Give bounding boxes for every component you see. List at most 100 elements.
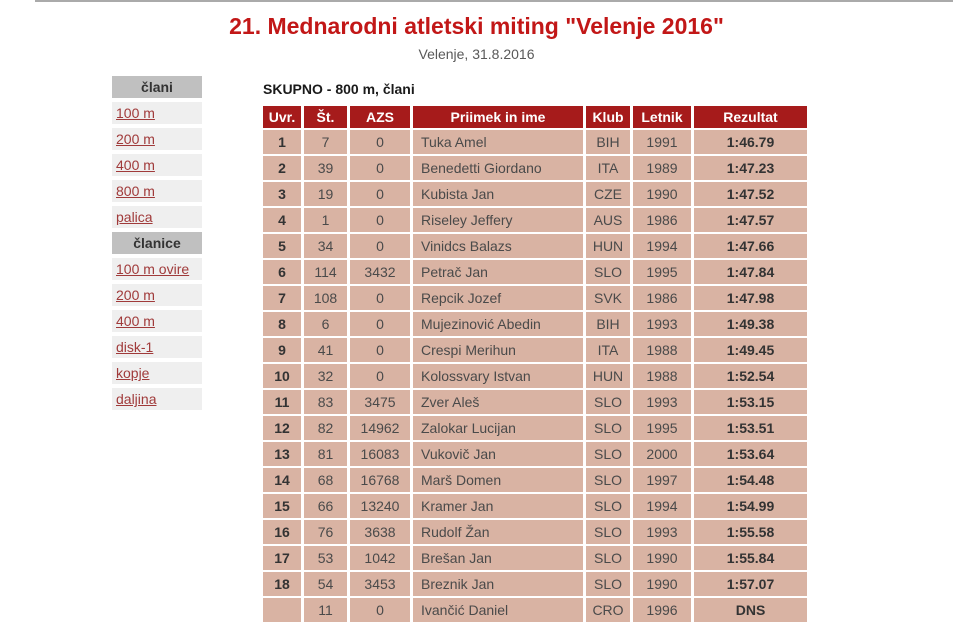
sidebar-link-lani-800-m[interactable]: 800 m (116, 183, 155, 199)
cell-name: Marš Domen (413, 468, 583, 492)
cell-azs: 14962 (350, 416, 410, 440)
sidebar-item-lani-palica[interactable]: palica (112, 206, 202, 228)
column-header-st: Št. (304, 106, 347, 128)
cell-klub: BIH (586, 130, 630, 154)
cell-klub: SLO (586, 416, 630, 440)
cell-name: Tuka Amel (413, 130, 583, 154)
cell-letnik: 1994 (633, 494, 691, 518)
cell-name: Zalokar Lucijan (413, 416, 583, 440)
column-header-uvr: Uvr. (263, 106, 301, 128)
cell-uvr: 17 (263, 546, 301, 570)
cell-name: Repcik Jozef (413, 286, 583, 310)
sidebar-item-lanice-100-m-ovire[interactable]: 100 m ovire (112, 258, 202, 280)
cell-st: 34 (304, 234, 347, 258)
table-row: 9 41 0 Crespi Merihun ITA 1988 1:49.45 (263, 338, 807, 362)
table-row: 8 6 0 Mujezinović Abedin BIH 1993 1:49.38 (263, 312, 807, 336)
cell-st: 7 (304, 130, 347, 154)
column-header-name: Priimek in ime (413, 106, 583, 128)
cell-uvr: 3 (263, 182, 301, 206)
cell-name: Kubista Jan (413, 182, 583, 206)
cell-klub: HUN (586, 234, 630, 258)
table-row: 7 108 0 Repcik Jozef SVK 1986 1:47.98 (263, 286, 807, 310)
cell-klub: SLO (586, 494, 630, 518)
table-row: 14 68 16768 Marš Domen SLO 1997 1:54.48 (263, 468, 807, 492)
sidebar-item-lanice-400-m[interactable]: 400 m (112, 310, 202, 332)
cell-letnik: 1996 (633, 598, 691, 622)
sidebar-item-lanice-200-m[interactable]: 200 m (112, 284, 202, 306)
results-main: SKUPNO - 800 m, člani Uvr. Št. AZS Priimek … (263, 80, 810, 624)
cell-letnik: 1993 (633, 520, 691, 544)
table-row: 3 19 0 Kubista Jan CZE 1990 1:47.52 (263, 182, 807, 206)
cell-klub: ITA (586, 338, 630, 362)
sidebar-link-lani-200-m[interactable]: 200 m (116, 131, 155, 147)
top-divider (35, 0, 953, 2)
cell-rezultat: 1:54.48 (694, 468, 807, 492)
table-row: 11 0 Ivančić Daniel CRO 1996 DNS (263, 598, 807, 622)
sidebar-item-lani-800-m[interactable]: 800 m (112, 180, 202, 202)
sidebar-item-lani-200-m[interactable]: 200 m (112, 128, 202, 150)
cell-uvr: 8 (263, 312, 301, 336)
sidebar-link-lani-400-m[interactable]: 400 m (116, 157, 155, 173)
cell-st: 32 (304, 364, 347, 388)
cell-klub: SVK (586, 286, 630, 310)
cell-azs: 3638 (350, 520, 410, 544)
sidebar-link-lanice-daljina[interactable]: daljina (116, 391, 157, 407)
cell-klub: SLO (586, 546, 630, 570)
sidebar-link-lanice-disk-1[interactable]: disk-1 (116, 339, 154, 355)
sidebar-item-lani-100-m[interactable]: 100 m (112, 102, 202, 124)
sidebar-link-lanice-kopje[interactable]: kopje (116, 365, 150, 381)
sidebar-link-lanice-400-m[interactable]: 400 m (116, 313, 155, 329)
cell-klub: HUN (586, 364, 630, 388)
cell-name: Petrač Jan (413, 260, 583, 284)
cell-st: 66 (304, 494, 347, 518)
cell-st: 41 (304, 338, 347, 362)
cell-azs: 0 (350, 286, 410, 310)
cell-rezultat: 1:47.98 (694, 286, 807, 310)
cell-rezultat: 1:57.07 (694, 572, 807, 596)
cell-letnik: 1991 (633, 130, 691, 154)
cell-klub: AUS (586, 208, 630, 232)
cell-name: Vinidcs Balazs (413, 234, 583, 258)
cell-rezultat: 1:47.52 (694, 182, 807, 206)
cell-name: Ivančić Daniel (413, 598, 583, 622)
sidebar-link-lani-100-m[interactable]: 100 m (116, 105, 155, 121)
sidebar-link-lanice-200-m[interactable]: 200 m (116, 287, 155, 303)
cell-azs: 3453 (350, 572, 410, 596)
column-header-klub: Klub (586, 106, 630, 128)
cell-st: 76 (304, 520, 347, 544)
cell-name: Breznik Jan (413, 572, 583, 596)
cell-klub: CZE (586, 182, 630, 206)
table-row: 5 34 0 Vinidcs Balazs HUN 1994 1:47.66 (263, 234, 807, 258)
cell-uvr (263, 598, 301, 622)
sidebar-item-lanice-kopje[interactable]: kopje (112, 362, 202, 384)
sidebar-section-header-lanice: članice (112, 232, 202, 254)
table-row: 1 7 0 Tuka Amel BIH 1991 1:46.79 (263, 130, 807, 154)
sidebar-link-lani-palica[interactable]: palica (116, 209, 153, 225)
cell-rezultat: 1:47.23 (694, 156, 807, 180)
sidebar-link-lanice-100-m-ovire[interactable]: 100 m ovire (116, 261, 190, 277)
cell-name: Crespi Merihun (413, 338, 583, 362)
cell-letnik: 1995 (633, 260, 691, 284)
cell-azs: 0 (350, 130, 410, 154)
cell-azs: 16768 (350, 468, 410, 492)
cell-uvr: 15 (263, 494, 301, 518)
sidebar-item-lani-400-m[interactable]: 400 m (112, 154, 202, 176)
cell-uvr: 16 (263, 520, 301, 544)
cell-st: 6 (304, 312, 347, 336)
cell-letnik: 1993 (633, 312, 691, 336)
cell-klub: SLO (586, 260, 630, 284)
cell-letnik: 1997 (633, 468, 691, 492)
sidebar-section-header-lani: člani (112, 76, 202, 98)
column-header-letnik: Letnik (633, 106, 691, 128)
table-row: 16 76 3638 Rudolf Žan SLO 1993 1:55.58 (263, 520, 807, 544)
cell-klub: SLO (586, 442, 630, 466)
sidebar-item-lanice-disk-1[interactable]: disk-1 (112, 336, 202, 358)
cell-klub: BIH (586, 312, 630, 336)
sidebar-item-lanice-daljina[interactable]: daljina (112, 388, 202, 410)
results-header-row: Uvr. Št. AZS Priimek in ime Klub Letnik Rezult… (263, 106, 807, 128)
cell-name: Rudolf Žan (413, 520, 583, 544)
cell-st: 108 (304, 286, 347, 310)
cell-letnik: 1990 (633, 572, 691, 596)
cell-uvr: 12 (263, 416, 301, 440)
cell-klub: SLO (586, 520, 630, 544)
